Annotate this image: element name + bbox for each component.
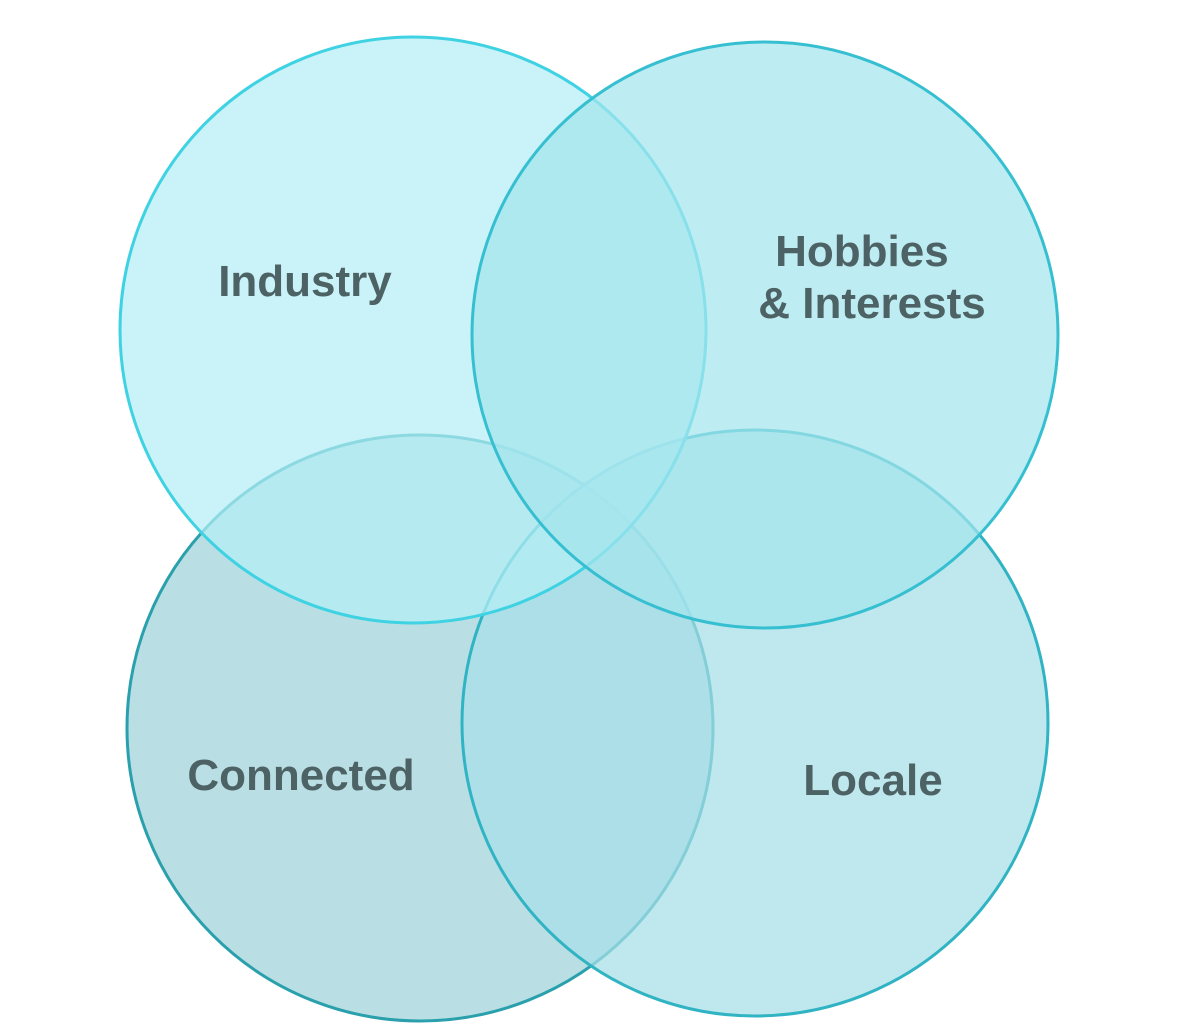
set-label-industry: Industry	[218, 257, 392, 306]
set-label-connected: Connected	[187, 751, 414, 800]
set-label-hobbies-line-1: Hobbies	[775, 227, 949, 276]
set-label-hobbies: Hobbies & Interests	[758, 227, 985, 328]
set-label-locale-line-1: Locale	[803, 756, 942, 805]
set-label-connected-line-1: Connected	[187, 751, 414, 800]
set-label-hobbies-line-2: & Interests	[758, 279, 985, 328]
set-label-locale: Locale	[803, 756, 942, 805]
set-circle-hobbies	[470, 40, 1060, 630]
set-label-industry-line-1: Industry	[218, 257, 392, 306]
